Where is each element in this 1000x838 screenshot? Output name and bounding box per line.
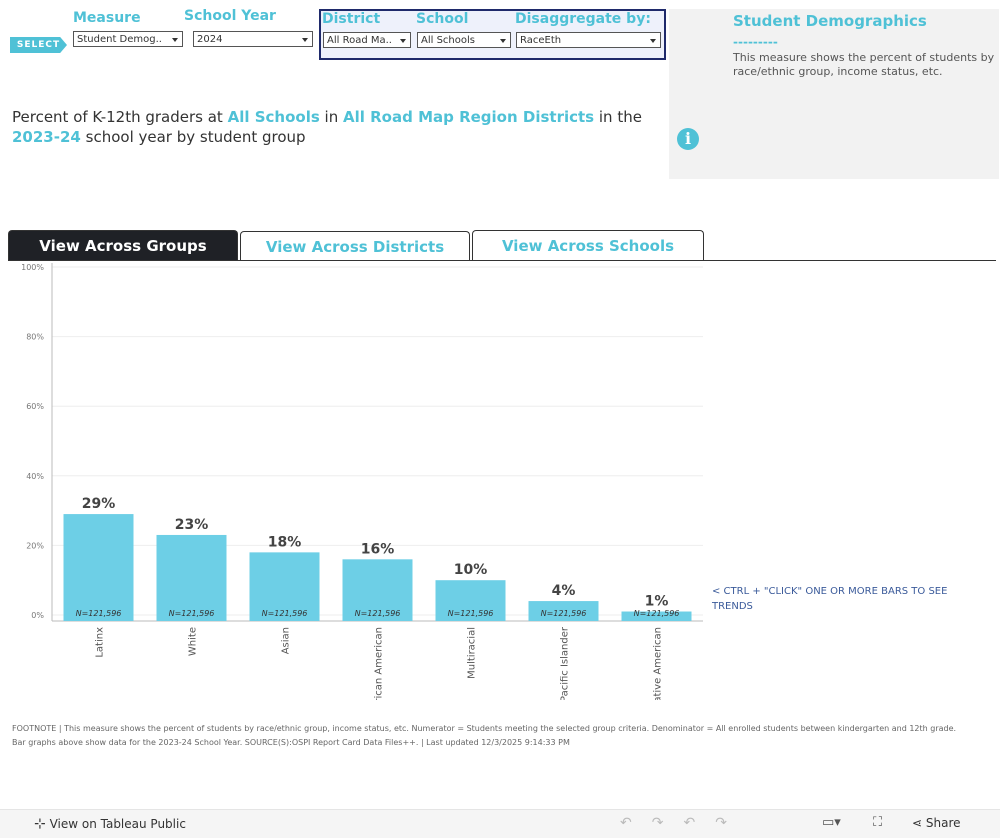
x-tick-label: Multiracial [467, 627, 478, 679]
bar[interactable] [528, 601, 599, 621]
measure-dropdown[interactable]: Student Demog.. [73, 31, 183, 47]
disaggregate-label: Disaggregate by: [515, 11, 651, 27]
value-label: 18% [268, 534, 302, 550]
info-divider: --------- [733, 35, 778, 49]
school-year-label: School Year [184, 8, 276, 24]
n-label: N=121,596 [355, 609, 401, 618]
y-tick-label: 40% [26, 472, 44, 481]
download-icon[interactable]: ▭▾ [822, 815, 841, 830]
y-tick-label: 20% [26, 541, 44, 550]
school-label: School [416, 11, 469, 27]
x-tick-label: Native American [653, 627, 664, 700]
select-badge: SELECT [10, 37, 67, 53]
annotation: < CTRL + "CLICK" ONE OR MORE BARS TO SEE… [712, 586, 948, 612]
value-label: 1% [645, 594, 669, 610]
info-text: This measure shows the percent of studen… [733, 51, 995, 78]
n-label: N=121,596 [169, 609, 215, 618]
n-label: N=121,596 [76, 609, 122, 618]
measure-label: Measure [73, 10, 141, 26]
n-label: N=121,596 [634, 609, 680, 618]
headline-text: in [324, 108, 339, 126]
x-tick-label: Asian [281, 627, 292, 654]
headline-text: Percent of K-12th graders at [12, 108, 223, 126]
toolbar-icons: ↶↷↶↷ [620, 815, 747, 831]
y-tick-label: 100% [21, 263, 44, 272]
n-label: N=121,596 [262, 609, 308, 618]
school-dropdown[interactable]: All Schools [417, 32, 511, 48]
footnote-line: FOOTNOTE | This measure shows the percen… [12, 724, 957, 733]
headline-text: in the [598, 108, 642, 126]
value-label: 4% [552, 583, 576, 599]
headline-district: All Road Map Region Districts [343, 108, 595, 126]
toolbar [0, 809, 1000, 838]
tab[interactable]: View Across Schools [472, 230, 704, 260]
headline-text: school year by student group [85, 128, 306, 146]
bar[interactable] [156, 534, 227, 621]
tab-rule [8, 260, 996, 261]
value-label: 16% [361, 541, 395, 557]
fullscreen-icon[interactable]: ⛶ [873, 815, 883, 830]
tab-active[interactable]: View Across Groups [8, 230, 238, 260]
view-on-tableau[interactable]: ⊹ View on Tableau Public [34, 816, 186, 832]
bar[interactable] [621, 611, 692, 621]
value-label: 29% [82, 496, 116, 512]
bar[interactable] [249, 552, 320, 621]
headline-year: 2023-24 [12, 128, 81, 146]
bar[interactable] [342, 559, 413, 621]
x-tick-label: Latinx [95, 627, 106, 658]
disaggregate-dropdown[interactable]: RaceEth [516, 32, 661, 48]
district-label: District [322, 11, 381, 27]
share-button[interactable]: ⋖ Share [912, 816, 961, 830]
y-tick-label: 80% [26, 333, 44, 342]
y-tick-label: 60% [26, 402, 44, 411]
view-link-text: View on Tableau Public [49, 817, 186, 831]
chart: 0% 20% 40% 60% 80% 100% 29% N=121,596 Latinx 23% N… [21, 263, 703, 700]
y-tick-label: 0% [31, 611, 44, 620]
school-year-dropdown[interactable]: 2024 [193, 31, 313, 47]
n-label: N=121,596 [541, 609, 587, 618]
value-label: 10% [454, 562, 488, 578]
footnote-line: Bar graphs above show data for the 2023-… [12, 738, 570, 747]
footnote: FOOTNOTE | This measure shows the percen… [12, 722, 997, 750]
x-tick-label: White [188, 627, 199, 656]
district-dropdown[interactable]: All Road Ma.. [323, 32, 411, 48]
bar[interactable] [435, 580, 506, 621]
x-tick-label: Black/ African American [374, 627, 385, 700]
headline-school: All Schools [227, 108, 320, 126]
bar[interactable] [63, 514, 134, 621]
value-label: 23% [175, 517, 209, 533]
info-icon[interactable]: i [677, 128, 699, 150]
info-title: Student Demographics [733, 12, 927, 30]
headline: Percent of K-12th graders at All Schools… [12, 107, 652, 147]
x-tick-label: Pacific Islander [560, 626, 571, 700]
n-label: N=121,596 [448, 609, 494, 618]
share-text: Share [925, 816, 961, 830]
info-panel [669, 9, 999, 179]
tab[interactable]: View Across Districts [240, 231, 470, 261]
